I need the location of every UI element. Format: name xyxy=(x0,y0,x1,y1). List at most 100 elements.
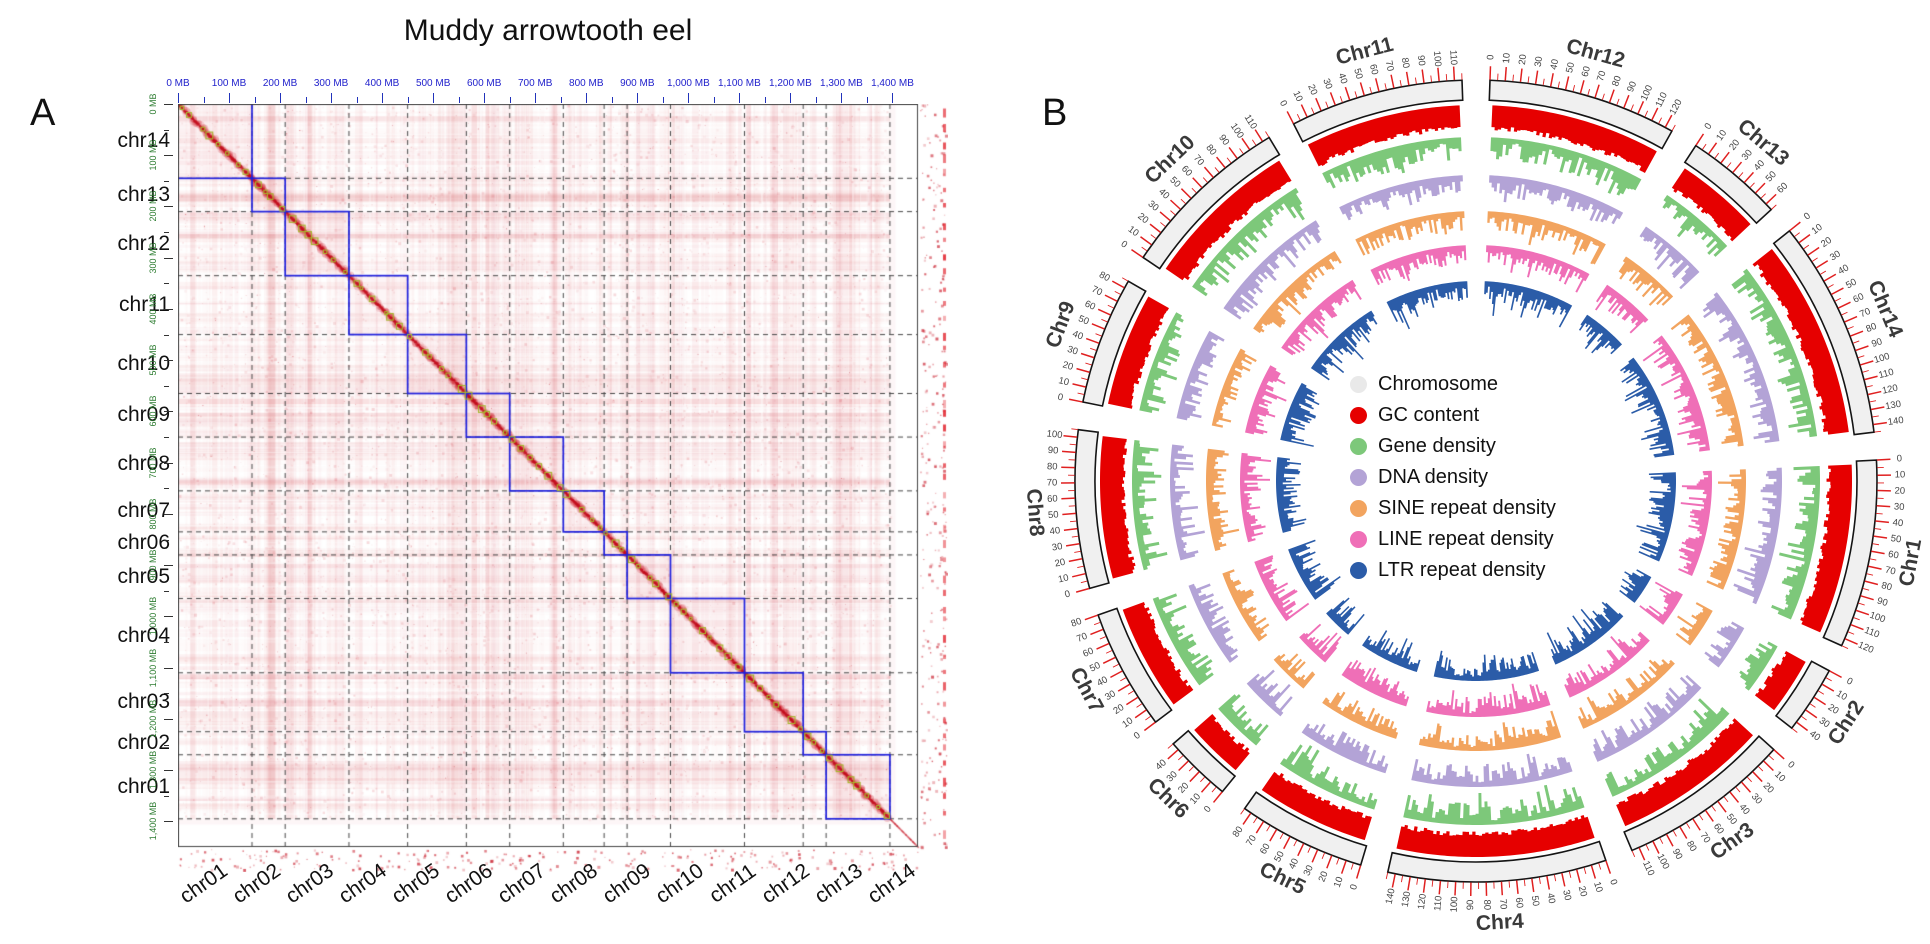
top-axis-label: 1,000 MB xyxy=(666,78,710,89)
circos-tick xyxy=(1743,171,1755,183)
circos-tick xyxy=(1815,260,1829,269)
circos-tick-label: 70 xyxy=(1884,565,1897,578)
left-mb-label: 600 MB xyxy=(148,395,158,427)
circos-tick-label: 20 xyxy=(1317,870,1331,884)
top-axis-tick xyxy=(586,93,588,103)
circos-tick xyxy=(1869,400,1877,403)
circos-tick-label: 50 xyxy=(1048,509,1059,521)
circos-tick xyxy=(1107,304,1114,309)
circos-tick xyxy=(1579,80,1585,94)
circos-tick xyxy=(1862,588,1870,591)
left-axis-tick xyxy=(164,539,169,541)
left-axis-tick xyxy=(164,360,173,362)
circos-tick-label: 0 xyxy=(1845,676,1855,688)
circos-tick xyxy=(1608,89,1615,103)
circos-tick xyxy=(1069,520,1077,523)
circos-tick xyxy=(1084,614,1098,621)
circos-tick xyxy=(1354,91,1358,98)
left-axis-tick xyxy=(164,770,173,772)
circos-tick-label: 50 xyxy=(1529,895,1541,907)
circos-tick-label: 80 xyxy=(1203,142,1218,157)
circos-track-dna-density xyxy=(1301,723,1389,774)
circos-tick-label: 50 xyxy=(1724,812,1739,827)
left-axis-tick xyxy=(164,821,173,823)
top-axis-tick xyxy=(739,93,741,103)
circos-tick xyxy=(1869,558,1877,561)
circos-tick-label: 60 xyxy=(1367,63,1380,76)
circos-tick xyxy=(1841,311,1848,316)
circos-tick xyxy=(1253,817,1258,824)
circos-tick xyxy=(1143,721,1156,732)
circos-tick xyxy=(1149,223,1162,234)
circos-tick-label: 10 xyxy=(1332,875,1346,889)
circos-track-ltr-repeat-density xyxy=(1276,457,1307,533)
circos-tick-label: 10 xyxy=(1501,52,1513,63)
circos-tick xyxy=(1876,458,1891,461)
circos-tick xyxy=(1141,246,1148,252)
circos-tick-label: 100 xyxy=(1868,610,1887,626)
top-axis-tick xyxy=(382,93,384,103)
circos-tick xyxy=(1101,318,1108,323)
circos-tick xyxy=(1188,766,1194,772)
circos-tick xyxy=(1864,580,1879,586)
circos-tick xyxy=(1120,677,1127,682)
circos-track-ltr-repeat-density xyxy=(1288,539,1341,600)
circos-tick xyxy=(1180,188,1192,199)
circos-tick xyxy=(1136,703,1143,708)
circos-tick-label: 10 xyxy=(1057,572,1070,585)
circos-tick-label: 80 xyxy=(1399,57,1412,69)
circos-tick-label: 40 xyxy=(1154,757,1169,772)
top-axis-tick xyxy=(203,97,205,103)
circos-tick-label: 40 xyxy=(1892,517,1904,529)
circos-tick xyxy=(1125,696,1139,706)
hic-row-label: chr13 xyxy=(117,182,170,206)
circos-tick-label: 0 xyxy=(1063,589,1071,601)
circos-track-ltr-repeat-density xyxy=(1636,472,1676,562)
circos-tick-label: 30 xyxy=(1533,56,1545,68)
circos-tick-label: 60 xyxy=(1711,821,1726,836)
top-axis-label: 1,100 MB xyxy=(717,78,761,89)
circos-tick-label: 90 xyxy=(1625,80,1639,94)
circos-track-sine-repeat-density xyxy=(1253,250,1342,334)
circos-tick xyxy=(1504,67,1507,81)
circos-tick-label: 90 xyxy=(1465,900,1476,911)
circos-track-line-repeat-density xyxy=(1254,555,1310,622)
circos-tick-label: 10 xyxy=(1772,769,1787,784)
circos-tick xyxy=(1844,638,1858,645)
circos-track-dna-density xyxy=(1223,220,1322,320)
left-mb-label: 1,400 MB xyxy=(148,802,158,841)
circos-tick xyxy=(1091,323,1105,330)
circos-tick-label: 100 xyxy=(1431,50,1443,67)
circos-tick-label: 70 xyxy=(1497,899,1509,910)
circos-tick-label: 50 xyxy=(1764,169,1779,184)
legend-dot-icon xyxy=(1350,407,1367,424)
circos-tick-label: 80 xyxy=(1864,321,1878,335)
circos-tick xyxy=(1768,755,1775,761)
left-axis-tick xyxy=(164,565,173,567)
hic-row-label: chr02 xyxy=(117,731,170,755)
circos-track-ltr-repeat-density xyxy=(1310,310,1378,381)
circos-tick xyxy=(1359,82,1365,96)
circos-tick xyxy=(1791,728,1798,733)
circos-tick xyxy=(1638,847,1646,861)
circos-tick xyxy=(1546,876,1551,890)
left-axis-tick xyxy=(164,513,173,515)
circos-tick xyxy=(1350,863,1354,870)
top-axis-label: 400 MB xyxy=(364,78,400,89)
left-axis-tick xyxy=(164,283,169,285)
circos-tick xyxy=(1117,683,1131,692)
left-axis-tick xyxy=(164,308,173,310)
circos-tick xyxy=(1605,860,1612,874)
circos-track-gene-density xyxy=(1132,439,1168,571)
circos-track-gene-density xyxy=(1739,641,1778,691)
circos-tick xyxy=(1765,193,1777,205)
circos-chromosome-segment xyxy=(1141,136,1281,270)
circos-chromosome-segment xyxy=(1488,79,1673,150)
circos-tick xyxy=(1664,114,1673,128)
circos-tick-label: 30 xyxy=(1894,501,1905,513)
circos-chromosome-segment xyxy=(1074,428,1110,590)
circos-chromosome-segment xyxy=(1386,840,1607,883)
circos-tick-label: 50 xyxy=(1890,533,1902,545)
circos-tick xyxy=(1852,340,1860,344)
circos-tick-label: 10 xyxy=(1810,222,1825,237)
